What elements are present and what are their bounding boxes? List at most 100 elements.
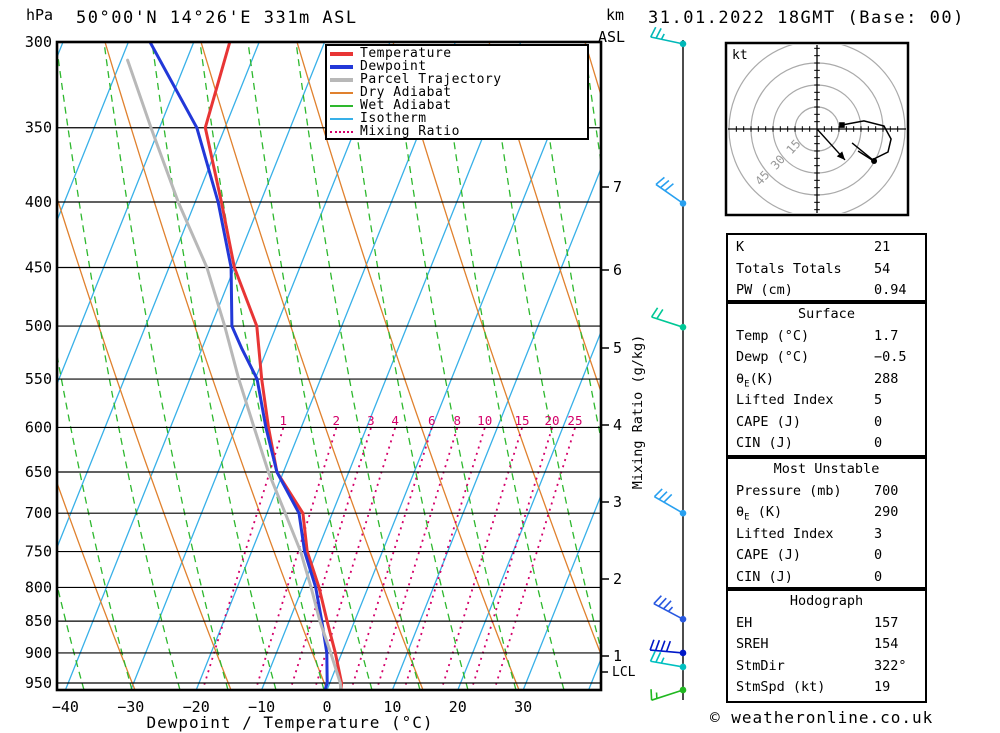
legend-item: Mixing Ratio: [330, 124, 587, 139]
temperature-curve: [203, 43, 344, 689]
svg-text:−40: −40: [52, 698, 79, 716]
altitude-axis-unit-km: km: [606, 6, 625, 24]
table-row: SREH 154: [736, 636, 899, 652]
wind-level-dot: [679, 40, 687, 48]
wind-barb: [653, 595, 687, 623]
table-row: θE (K) 290: [736, 504, 899, 523]
svg-text:30: 30: [514, 698, 532, 716]
svg-text:4: 4: [613, 416, 622, 434]
table-row: PW (cm) 0.94: [736, 282, 907, 298]
svg-text:LCL: LCL: [612, 665, 636, 680]
svg-text:750: 750: [25, 543, 52, 561]
legend-label: Mixing Ratio: [360, 124, 460, 139]
svg-text:700: 700: [25, 504, 52, 522]
wind-barb-column: [649, 26, 687, 701]
table-row: Dewp (°C) −0.5: [736, 349, 907, 365]
table-row: StmDir 322°: [736, 657, 907, 674]
table-row: Temp (°C) 1.7: [736, 327, 899, 344]
dry-adiabat-swatch: [330, 91, 353, 94]
svg-text:5: 5: [613, 339, 622, 357]
table-row: K 21: [736, 239, 891, 255]
temperature-line-swatch: [330, 51, 353, 56]
svg-text:15: 15: [514, 413, 529, 428]
wind-level-dot: [679, 686, 687, 694]
wind-barb: [650, 26, 687, 48]
legend-item: Isotherm: [330, 111, 587, 126]
table-row: CIN (J) 0: [736, 568, 883, 585]
svg-text:1: 1: [280, 413, 288, 428]
wind-barb: [655, 176, 687, 207]
table-title: Hodograph: [789, 593, 864, 609]
table-row: Lifted Index 3: [736, 525, 883, 542]
legend-label: Parcel Trajectory: [360, 72, 502, 87]
svg-text:20: 20: [545, 413, 560, 428]
svg-text:10: 10: [477, 413, 492, 428]
wind-barb: [649, 650, 687, 671]
copyright: © weatheronline.co.uk: [710, 708, 934, 727]
mixing-ratio-axis-title: Mixing Ratio (g/kg): [630, 335, 646, 489]
svg-text:400: 400: [25, 193, 52, 211]
wind-barb: [650, 686, 687, 701]
svg-text:950: 950: [25, 674, 52, 692]
parcel-trajectory-curve: [126, 58, 343, 689]
legend-label: Dry Adiabat: [360, 85, 452, 100]
svg-text:850: 850: [25, 612, 52, 630]
legend-item: Dry Adiabat: [330, 85, 587, 100]
dry-adiabat-lines: [58, 43, 600, 689]
svg-text:−20: −20: [183, 698, 210, 716]
svg-text:800: 800: [25, 578, 52, 596]
svg-text:1: 1: [613, 647, 622, 665]
dewpoint-line-swatch: [330, 64, 353, 69]
parcel-line-swatch: [330, 77, 353, 82]
svg-text:6: 6: [613, 261, 622, 279]
plot-border: [55, 40, 603, 692]
mixing-ratio-swatch: [330, 130, 353, 133]
wet-adiabat-lines: [58, 43, 600, 689]
shear-vector-end-dot: [871, 157, 878, 164]
table-row: EH 157: [736, 614, 899, 631]
station-title: 50°00'N 14°26'E 331m ASL: [76, 8, 358, 28]
legend-item: Parcel Trajectory: [330, 72, 587, 87]
run-date: 31.01.2022 18GMT (Base: 00): [648, 8, 965, 28]
pressure-axis-labels: 300 350 400 450 500 550 600 650 700 750 800 850 900 9…: [25, 33, 52, 692]
wind-level-dot: [679, 200, 687, 207]
svg-text:2: 2: [613, 570, 622, 588]
legend-item: Temperature: [330, 46, 587, 61]
svg-text:2: 2: [332, 413, 340, 428]
wind-barb: [650, 307, 687, 331]
hodograph-unit-label: kt: [732, 48, 748, 63]
mixing-ratio-value-labels: 1 2 3 4 6 8 10 15 20 25: [280, 413, 583, 428]
svg-text:4: 4: [391, 413, 399, 428]
mixing-ratio-lines: [202, 427, 576, 689]
svg-text:450: 450: [25, 258, 52, 276]
wind-barb: [653, 488, 687, 517]
legend-label: Temperature: [360, 46, 452, 61]
table-title: Surface: [798, 306, 855, 322]
legend: Temperature Dewpoint Parcel Trajectory D…: [325, 44, 589, 140]
svg-text:500: 500: [25, 317, 52, 335]
pressure-axis-unit: hPa: [26, 6, 54, 24]
svg-text:900: 900: [25, 644, 52, 662]
indices-table: K 21 Totals Totals 54 PW (cm) 0.94: [726, 233, 927, 302]
table-row: Pressure (mb) 700: [736, 482, 899, 499]
temperature-axis-labels: −40 −30 −20 −10 0 10 20 30: [52, 698, 532, 716]
svg-text:−30: −30: [117, 698, 144, 716]
svg-text:8: 8: [453, 413, 461, 428]
svg-text:10: 10: [383, 698, 401, 716]
legend-label: Isotherm: [360, 111, 427, 126]
svg-text:25: 25: [567, 413, 582, 428]
wet-adiabat-swatch: [330, 104, 353, 107]
svg-text:350: 350: [25, 119, 52, 137]
shear-vector-line: [851, 142, 875, 162]
svg-text:650: 650: [25, 463, 52, 481]
svg-text:3: 3: [613, 493, 622, 511]
svg-text:600: 600: [25, 418, 52, 436]
svg-text:0: 0: [322, 698, 331, 716]
wind-level-dot: [679, 615, 687, 623]
svg-text:550: 550: [25, 370, 52, 388]
table-row: CAPE (J) 0: [736, 413, 883, 430]
table-row: θE(K) 288: [736, 370, 899, 390]
